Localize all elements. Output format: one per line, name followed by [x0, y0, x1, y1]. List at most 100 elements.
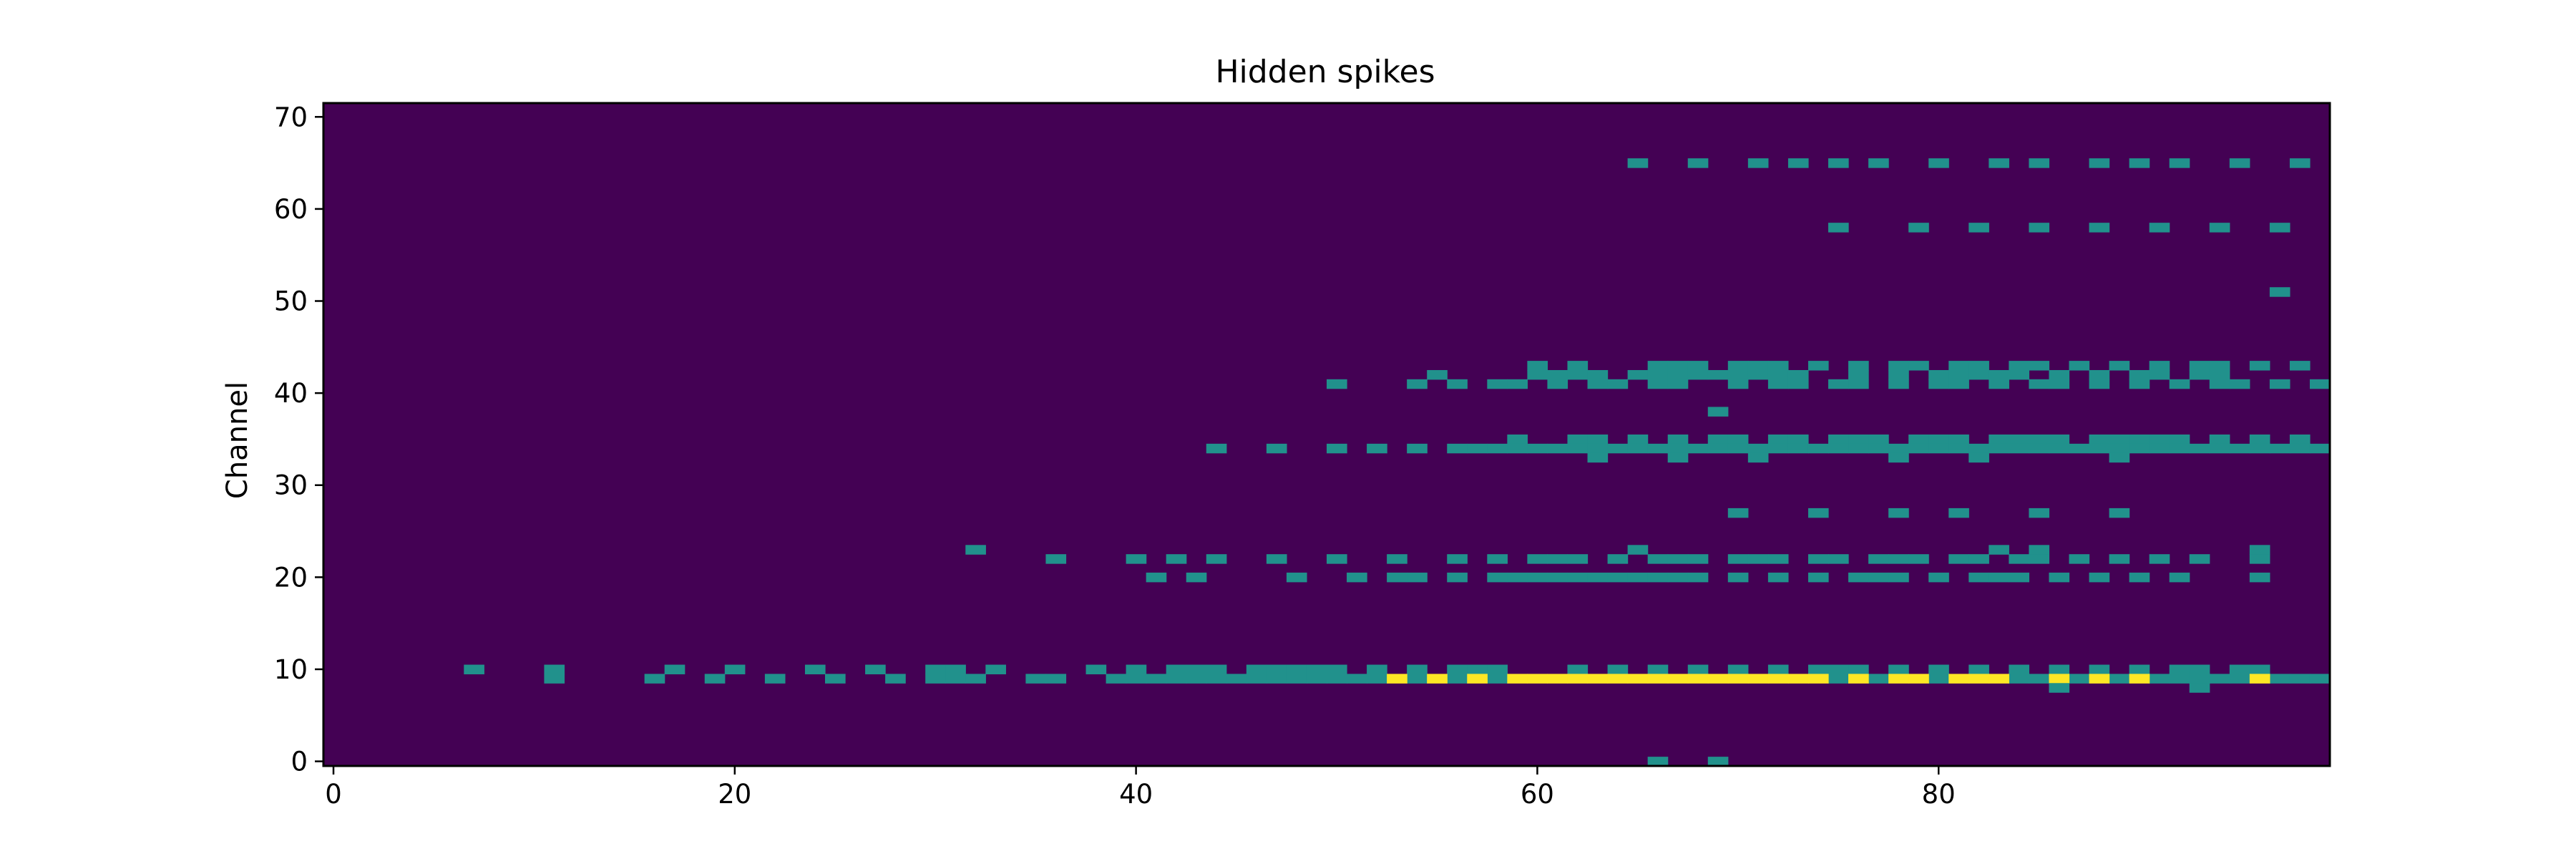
heatmap-cell	[1547, 369, 1568, 380]
heatmap-cell	[1848, 379, 1869, 389]
heatmap-cell	[1487, 664, 1508, 674]
heatmap-cell	[724, 664, 746, 674]
heatmap-cell	[1968, 443, 1989, 454]
heatmap-cell	[1727, 361, 1749, 371]
heatmap-cell	[1968, 664, 1989, 674]
y-tick-label: 50	[274, 286, 308, 317]
heatmap-cell	[2089, 369, 2110, 380]
heatmap-cell	[1667, 443, 1689, 454]
x-tick-label: 20	[718, 779, 751, 810]
x-tick-label: 0	[325, 779, 342, 810]
heatmap-cell	[1587, 443, 1609, 454]
heatmap-cell	[925, 664, 946, 674]
heatmap-cell	[1627, 435, 1649, 445]
heatmap-cell	[1727, 664, 1749, 674]
heatmap-cell	[1868, 674, 1889, 684]
heatmap-cell	[1487, 572, 1508, 583]
heatmap-cell	[2249, 572, 2270, 583]
heatmap-cell	[1085, 664, 1107, 674]
heatmap-cell	[2229, 674, 2250, 684]
heatmap-cell	[1487, 554, 1508, 564]
heatmap-cell	[1306, 674, 1327, 684]
heatmap-cell	[1627, 545, 1649, 555]
heatmap-cell	[1828, 435, 1849, 445]
heatmap-cell	[2029, 379, 2050, 389]
heatmap-cell	[1727, 435, 1749, 445]
heatmap-cell	[1807, 664, 1829, 674]
y-tick-label: 40	[274, 378, 308, 409]
heatmap-cell	[2189, 554, 2210, 564]
heatmap-cell	[2029, 554, 2050, 564]
heatmap-cell	[2109, 508, 2130, 518]
heatmap-cell	[1567, 554, 1589, 564]
heatmap-cell	[1908, 361, 1929, 371]
heatmap-cell	[1387, 554, 1407, 564]
heatmap-cell	[1327, 379, 1347, 389]
heatmap-cell	[1667, 554, 1689, 564]
heatmap-cell	[1567, 361, 1589, 371]
heatmap-cell	[2049, 664, 2070, 674]
heatmap-cell	[1888, 554, 1909, 564]
heatmap-cell	[464, 664, 484, 674]
heatmap-cell	[2209, 674, 2230, 684]
heatmap-cell	[2009, 664, 2029, 674]
heatmap-cell	[2169, 664, 2190, 674]
heatmap-cell	[2149, 223, 2170, 233]
heatmap-cell	[1928, 572, 1949, 583]
heatmap-cell	[2249, 443, 2270, 454]
heatmap-cell	[1407, 572, 1428, 583]
heatmap-cell	[1507, 379, 1528, 389]
heatmap-cell	[1567, 664, 1589, 674]
heatmap-cell	[2089, 443, 2110, 454]
heatmap-cell	[1807, 443, 1829, 454]
heatmap-cell	[1928, 435, 1949, 445]
heatmap-cell	[1447, 674, 1468, 684]
heatmap-cell	[1727, 369, 1749, 380]
heatmap-cell	[925, 674, 946, 684]
heatmap-cell	[965, 674, 986, 684]
heatmap-cell	[2089, 435, 2110, 445]
y-axis: 0 10 20 30 40 50 60 70	[274, 102, 323, 777]
heatmap-cell	[1667, 452, 1689, 463]
heatmap-cell	[1968, 554, 1989, 564]
heatmap-cell	[1727, 443, 1749, 454]
heatmap-cell	[945, 664, 966, 674]
heatmap-cell	[2029, 508, 2050, 518]
heatmap-cell	[1527, 674, 1548, 684]
heatmap-cell	[965, 545, 986, 555]
heatmap-cell	[1567, 369, 1589, 380]
heatmap-cell	[2049, 572, 2070, 583]
heatmap-cell	[1787, 674, 1809, 684]
heatmap-cell	[1667, 674, 1689, 684]
heatmap-cell	[1868, 572, 1889, 583]
heatmap-cells	[464, 158, 2331, 767]
heatmap-cell	[1306, 664, 1327, 674]
heatmap-cell	[1888, 674, 1909, 684]
heatmap-cell	[1908, 443, 1929, 454]
heatmap-cell	[1888, 361, 1909, 371]
heatmap-cell	[1467, 664, 1488, 674]
heatmap-cell	[1587, 674, 1609, 684]
heatmap-cell	[1667, 572, 1689, 583]
heatmap-cell	[1727, 554, 1749, 564]
heatmap-cell	[1226, 674, 1247, 684]
heatmap-cell	[2269, 379, 2290, 389]
heatmap-cell	[1928, 158, 1949, 168]
heatmap-cell	[2269, 674, 2290, 684]
heatmap-cell	[1687, 664, 1709, 674]
heatmap-cell	[2209, 435, 2230, 445]
heatmap-cell	[2229, 664, 2250, 674]
heatmap-cell	[1507, 435, 1528, 445]
heatmap-cell	[1286, 674, 1307, 684]
heatmap-cell	[2189, 683, 2210, 693]
heatmap-cell	[2109, 443, 2130, 454]
heatmap-cell	[2249, 435, 2270, 445]
heatmap-cell	[1707, 674, 1729, 684]
heatmap-cell	[1447, 554, 1468, 564]
heatmap-cell	[1667, 435, 1689, 445]
heatmap-cell	[1206, 664, 1227, 674]
heatmap-cell	[2209, 379, 2230, 389]
heatmap-cell	[2069, 554, 2090, 564]
x-axis: 0 20 40 60 80	[325, 766, 1956, 810]
heatmap-cell	[1045, 554, 1067, 564]
